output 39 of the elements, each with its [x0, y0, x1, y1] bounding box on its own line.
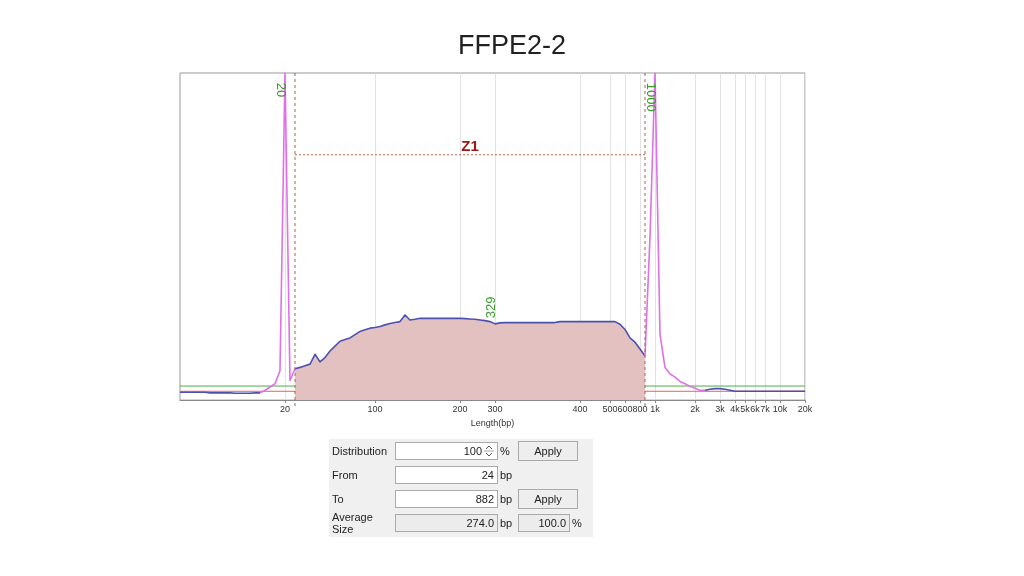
text-field: 100 — [395, 442, 498, 460]
x-tick-label: 400 — [572, 403, 588, 414]
text: To — [331, 493, 345, 505]
button: Apply — [518, 489, 578, 509]
x-tick-label: 10k — [772, 403, 788, 414]
x-tick-label: 500 — [602, 403, 618, 414]
text: bp — [499, 493, 514, 505]
x-tick-label: 300 — [487, 403, 503, 414]
x-tick-label: 6k — [750, 403, 761, 414]
button: Apply — [518, 441, 578, 461]
ref-line-label: Z1 — [461, 136, 479, 154]
x-tick-label: 1k — [650, 403, 661, 414]
x-tick-label: 20k — [797, 403, 813, 414]
x-tick-label: 7k — [760, 403, 771, 414]
x-tick-label: 2k — [690, 403, 701, 414]
annotation: 20 — [273, 82, 289, 98]
readonly-field: 274.0 — [395, 514, 498, 532]
annotation: 1000 — [643, 82, 659, 112]
text-field: 24 — [395, 466, 498, 484]
x-tick-label: 4k — [730, 403, 741, 414]
x-tick-label: 200 — [452, 403, 468, 414]
text-field: 882 — [395, 490, 498, 508]
x-tick-label: 800 — [632, 403, 648, 414]
text: % — [499, 445, 511, 457]
text: Distribution — [331, 445, 389, 457]
text: Average Size — [331, 511, 374, 535]
x-tick-label: 20 — [279, 403, 291, 414]
annotation: 329 — [482, 296, 498, 319]
x-axis-title: Length(bp) — [470, 417, 515, 428]
readonly-field: 100.0 — [518, 514, 570, 532]
x-tick-label: 5k — [740, 403, 751, 414]
x-tick-label: 3k — [715, 403, 726, 414]
text: bp — [499, 469, 514, 481]
x-tick-label: 100 — [367, 403, 383, 414]
text: From — [331, 469, 359, 481]
text: bp — [499, 517, 514, 529]
text: % — [571, 517, 583, 529]
chart-title: FFPE2-2 — [457, 29, 567, 60]
x-tick-label: 600 — [617, 403, 633, 414]
